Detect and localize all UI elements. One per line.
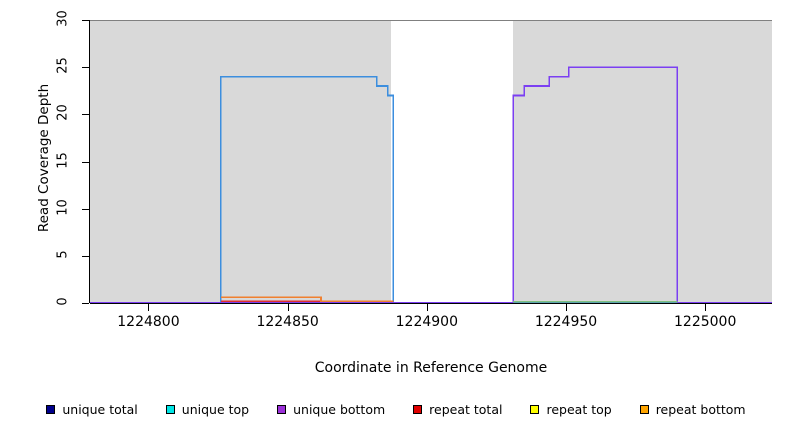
legend-item[interactable]: unique top bbox=[165, 401, 250, 417]
x-tick-mark bbox=[426, 304, 428, 311]
x-tick-label: 1224950 bbox=[534, 314, 598, 330]
series-line bbox=[90, 66, 772, 304]
series-lines bbox=[90, 66, 772, 304]
legend-label: repeat top bbox=[546, 401, 612, 417]
y-tick-label: 5 bbox=[55, 250, 71, 259]
chart-legend: unique total unique top unique bottom repea… bbox=[0, 398, 792, 420]
x-tick-mark bbox=[148, 304, 150, 311]
y-tick-mark bbox=[82, 208, 89, 210]
y-tick-label: 10 bbox=[55, 198, 71, 216]
legend-item[interactable]: unique bottom bbox=[277, 402, 385, 417]
legend-swatch-icon bbox=[639, 404, 649, 414]
x-tick-label: 1224800 bbox=[117, 314, 180, 330]
y-tick-mark bbox=[82, 67, 89, 69]
legend-label: unique total bbox=[62, 401, 138, 417]
x-tick-label: 1224850 bbox=[256, 314, 319, 330]
legend-label: repeat total bbox=[429, 401, 503, 417]
y-tick-label: 20 bbox=[55, 104, 71, 122]
x-axis-title: Coordinate in Reference Genome bbox=[314, 360, 548, 376]
y-tick-mark bbox=[82, 161, 89, 163]
legend-label: repeat bottom bbox=[655, 401, 746, 417]
x-tick-label: 1225000 bbox=[674, 314, 737, 330]
legend-item[interactable]: repeat bottom bbox=[639, 401, 746, 417]
legend-item[interactable]: repeat total bbox=[413, 402, 502, 417]
legend-swatch-icon bbox=[46, 404, 56, 414]
y-tick-label: 30 bbox=[55, 10, 71, 27]
y-tick-label: 25 bbox=[55, 57, 71, 74]
x-tick-mark bbox=[287, 304, 289, 311]
legend-swatch-icon bbox=[277, 404, 287, 414]
y-tick-mark bbox=[82, 114, 89, 116]
x-axis-line bbox=[90, 303, 772, 304]
y-axis-line bbox=[89, 20, 90, 303]
y-tick-mark bbox=[82, 255, 89, 257]
y-tick-label: 0 bbox=[55, 297, 71, 306]
series-line bbox=[90, 75, 772, 304]
legend-swatch-icon bbox=[413, 404, 423, 414]
x-tick-mark bbox=[566, 304, 567, 311]
y-tick-mark bbox=[82, 20, 89, 21]
legend-swatch-icon bbox=[165, 404, 175, 414]
series-line bbox=[220, 296, 394, 302]
gap-top-rule bbox=[390, 20, 514, 21]
legend-label: unique top bbox=[181, 401, 250, 417]
legend-label: unique bottom bbox=[293, 401, 386, 417]
y-axis-title: Read Coverage Depth bbox=[36, 83, 52, 233]
plot-area bbox=[90, 20, 772, 304]
legend-item[interactable]: repeat top bbox=[530, 401, 612, 417]
y-tick-label: 15 bbox=[55, 151, 71, 169]
y-tick-mark bbox=[82, 303, 89, 304]
panel-segment bbox=[90, 20, 391, 303]
panel-top-rule bbox=[513, 20, 772, 21]
legend-item[interactable]: unique total bbox=[46, 401, 138, 417]
legend-swatch-icon bbox=[530, 404, 540, 414]
x-tick-label: 1224900 bbox=[395, 314, 458, 330]
panel-top-rule bbox=[90, 20, 391, 21]
x-tick-mark bbox=[705, 304, 707, 311]
